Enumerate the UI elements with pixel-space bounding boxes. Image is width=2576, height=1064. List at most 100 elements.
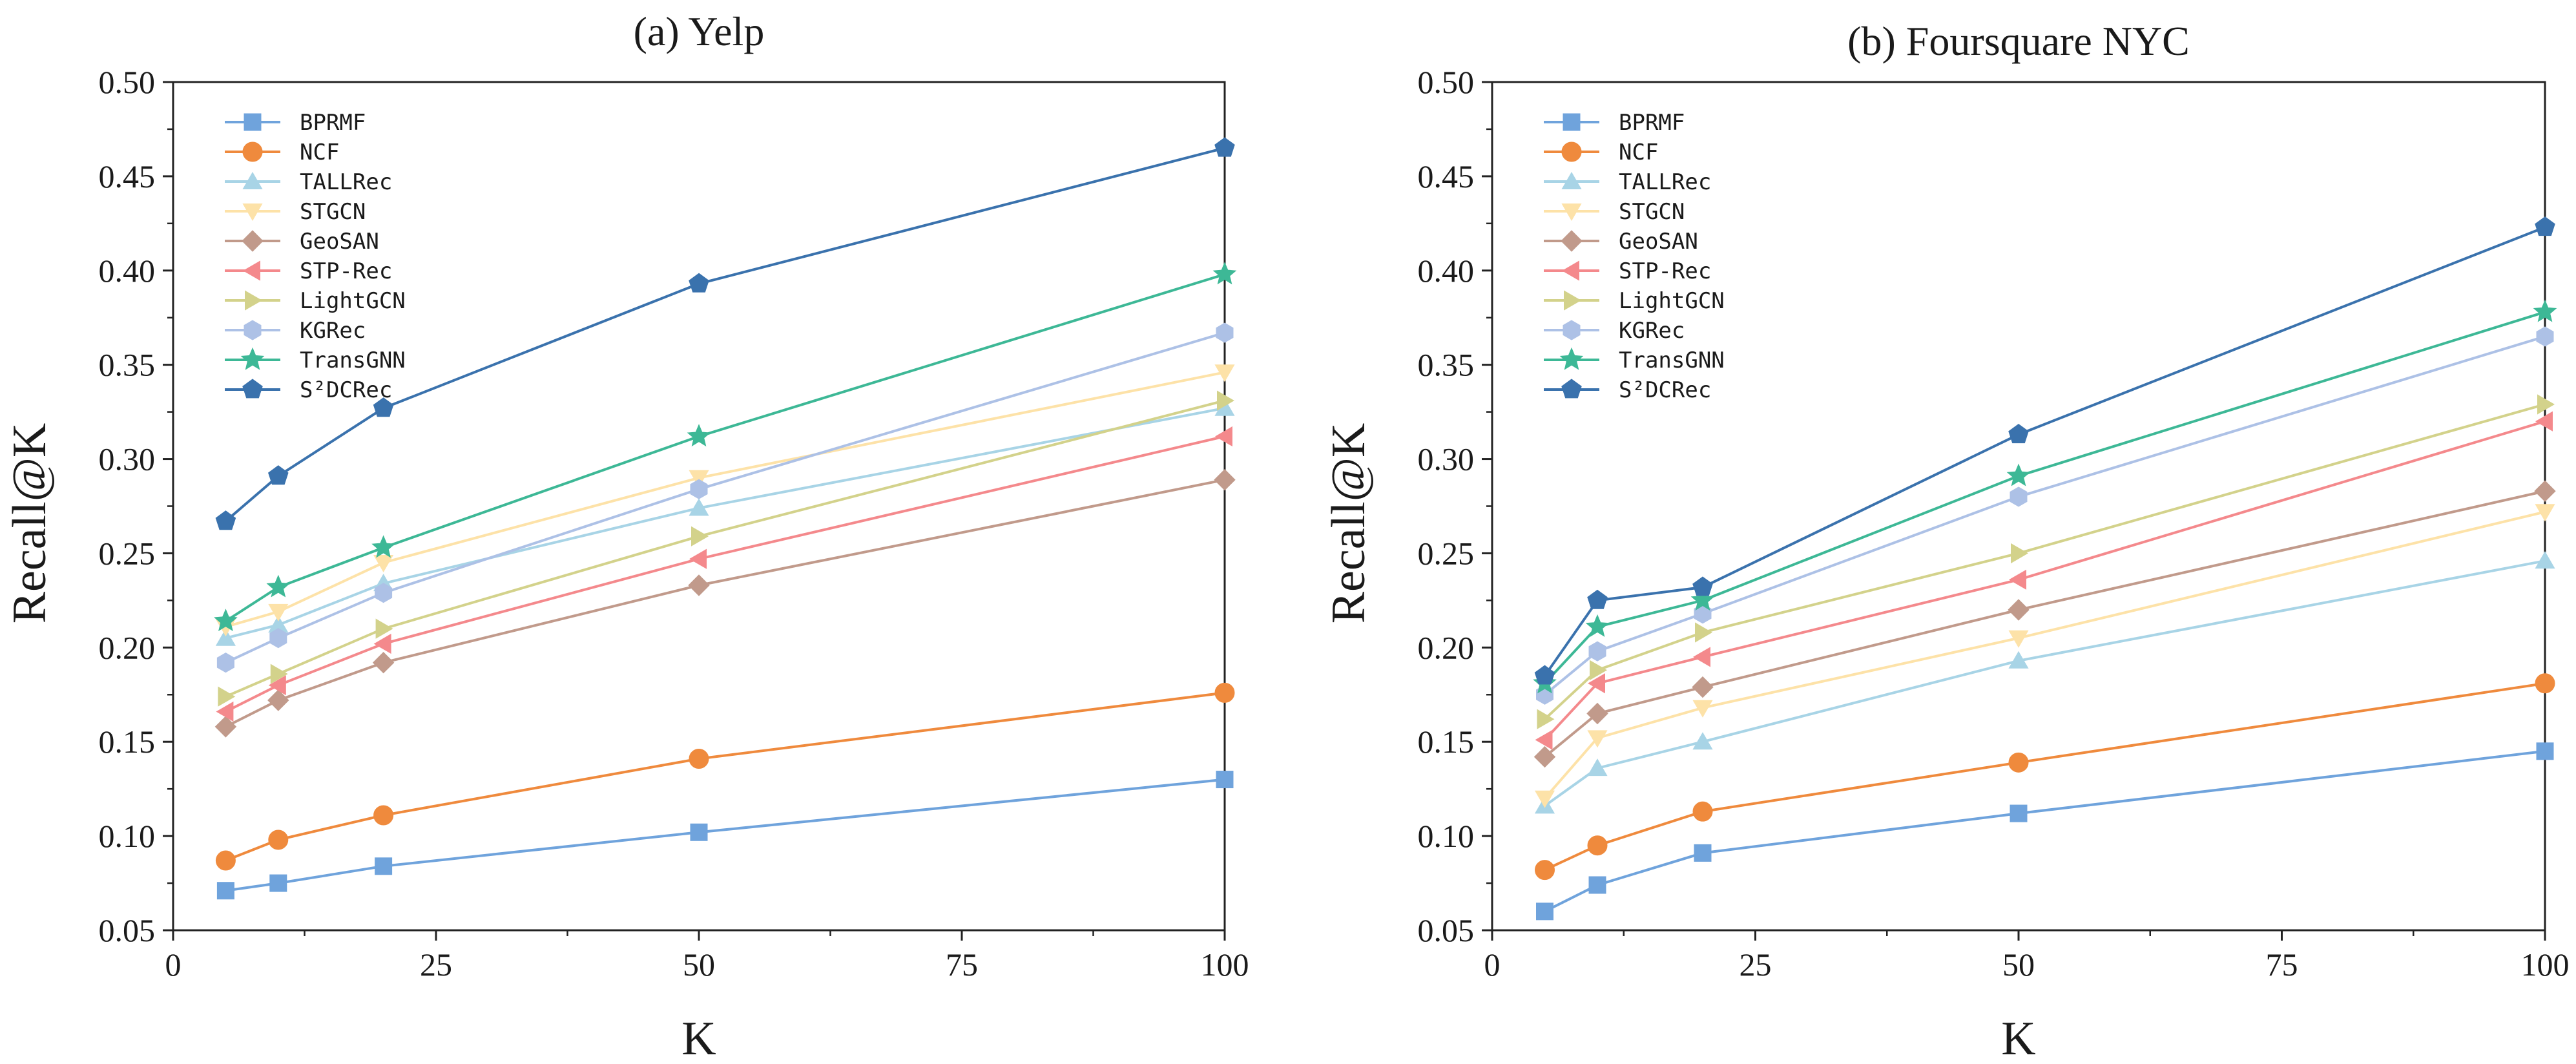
data-point <box>270 663 288 684</box>
legend-label: NCF <box>1619 140 1658 165</box>
data-point <box>2011 543 2028 564</box>
data-point <box>269 628 287 649</box>
legend-label: STGCN <box>1619 199 1685 225</box>
data-point <box>2536 326 2554 347</box>
data-point <box>1587 758 1608 777</box>
series-stgcn <box>215 364 1235 637</box>
y-tick-label: 0.05 <box>1418 912 1475 948</box>
data-point <box>215 628 236 646</box>
series-tallrec <box>215 398 1235 646</box>
legend-item: KGRec <box>225 318 366 344</box>
series-line <box>225 435 1225 713</box>
legend-marker <box>242 141 263 162</box>
legend-item: TransGNN <box>1544 347 1725 373</box>
data-point <box>2534 480 2556 502</box>
data-point <box>215 510 236 530</box>
data-point <box>688 574 710 596</box>
data-point <box>2535 411 2553 432</box>
data-point <box>216 652 234 673</box>
y-tick-label: 0.30 <box>1418 441 1475 477</box>
x-tick-label: 100 <box>2521 946 2570 983</box>
legend-item: STP-Rec <box>1544 258 1711 284</box>
data-point <box>373 633 391 654</box>
series-kgrec <box>216 322 1234 673</box>
legend-item: TransGNN <box>225 347 406 373</box>
data-point <box>2535 673 2555 694</box>
legend-item: S²DCRec <box>1544 377 1711 403</box>
data-point <box>375 583 393 603</box>
series-line <box>225 273 1225 623</box>
legend-item: BPRMF <box>1544 110 1685 136</box>
data-point <box>375 618 393 639</box>
data-point <box>2536 742 2554 760</box>
data-point <box>1215 426 1232 447</box>
series-transgnn <box>214 262 1237 632</box>
data-point <box>1212 262 1237 285</box>
data-point <box>216 701 234 722</box>
y-tick-label: 0.10 <box>99 818 156 854</box>
legend-item: STP-Rec <box>225 258 392 284</box>
data-point <box>373 397 394 417</box>
data-point <box>1692 647 1710 667</box>
data-point <box>690 479 708 499</box>
legend-label: S²DCRec <box>300 377 392 403</box>
legend-marker <box>1561 379 1582 399</box>
data-point <box>1588 673 1605 694</box>
x-tick-label: 75 <box>946 946 978 983</box>
data-point <box>268 465 289 485</box>
x-axis-label: K <box>2001 1012 2035 1064</box>
data-point <box>214 609 238 632</box>
legend-marker <box>1564 290 1582 311</box>
legend-item: TALLRec <box>1544 169 1711 195</box>
y-tick-label: 0.25 <box>99 535 156 571</box>
series-lightgcn <box>1537 394 2555 729</box>
legend-label: GeoSAN <box>300 229 379 255</box>
data-point <box>2008 752 2029 773</box>
data-point <box>689 748 709 769</box>
data-point <box>1214 364 1235 382</box>
legend-item: NCF <box>1544 140 1658 165</box>
data-point <box>1586 702 1608 725</box>
data-point <box>1692 732 1713 750</box>
data-point <box>268 829 289 850</box>
legend-item: GeoSAN <box>1544 229 1698 255</box>
legend: BPRMF NCF TALLRec STGCN GeoSAN STP-Rec LightGC… <box>1544 110 1725 403</box>
data-point <box>2008 423 2029 444</box>
data-point <box>269 874 287 892</box>
data-point <box>372 651 395 674</box>
series-geosan <box>1533 480 2556 768</box>
series-bprmf <box>216 771 1234 900</box>
data-point <box>1694 603 1712 624</box>
series-line <box>225 399 1225 698</box>
legend-label: LightGCN <box>1619 288 1725 314</box>
data-point <box>1214 137 1235 157</box>
legend-label: STP-Rec <box>300 258 392 284</box>
legend: BPRMF NCF TALLRec STGCN GeoSAN STP-Rec LightGC… <box>225 110 406 403</box>
data-point <box>1216 322 1234 343</box>
axes: 0.05 0.10 0.15 0.20 0.25 0.30 0.35 0.40 0.45 0.50… <box>1418 64 2570 983</box>
legend-label: TALLRec <box>1619 169 1711 195</box>
legend-marker <box>244 113 262 131</box>
legend-marker <box>244 320 262 340</box>
data-point <box>689 273 709 293</box>
legend-marker <box>1561 203 1582 222</box>
data-point <box>214 716 237 738</box>
legend-label: TransGNN <box>1619 348 1725 373</box>
legend-marker <box>240 347 265 370</box>
data-point <box>1588 876 1606 894</box>
x-tick-label: 0 <box>165 946 182 983</box>
data-point <box>689 470 709 488</box>
data-point <box>2535 551 2555 569</box>
series-transgnn <box>1533 299 2557 694</box>
data-point <box>1692 676 1714 698</box>
y-axis-label: Recall@K <box>1322 423 1375 624</box>
data-point <box>689 548 707 569</box>
series-line <box>225 478 1225 728</box>
series-tallrec <box>1534 551 2555 814</box>
data-point <box>2010 804 2028 822</box>
data-point <box>1536 902 1553 921</box>
data-point <box>2008 569 2026 590</box>
data-point <box>215 850 236 871</box>
series-line <box>225 147 1225 523</box>
